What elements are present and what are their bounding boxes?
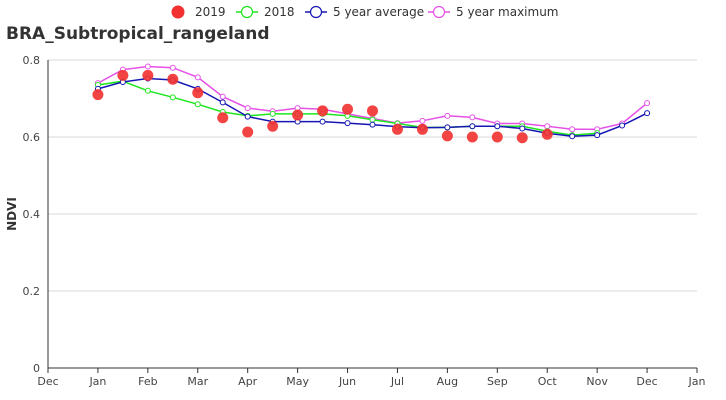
x-tick-label: Nov [586, 375, 608, 388]
scatter-point-2019 [541, 128, 553, 140]
x-tick-label: May [286, 375, 309, 388]
x-tick-label: Mar [187, 375, 208, 388]
data-point [644, 100, 651, 107]
scatter-point-2019 [217, 112, 229, 124]
legend-item[interactable]: 2018 [236, 5, 295, 19]
scatter-point-2019 [317, 105, 329, 117]
data-point [344, 120, 351, 127]
scatter-point-2019 [192, 87, 204, 99]
data-point [144, 87, 151, 94]
scatter-point-2019 [491, 131, 503, 143]
x-tick-label: Jan [688, 375, 706, 388]
x-tick-label: Aug [437, 375, 458, 388]
data-point [144, 63, 151, 70]
data-point [194, 101, 201, 108]
scatter-point-2019 [466, 131, 478, 143]
legend-marker [309, 5, 323, 19]
y-tick-label: 0.8 [23, 54, 41, 67]
data-point [194, 74, 201, 81]
legend-label: 2018 [264, 5, 295, 19]
scatter-point-2019 [117, 69, 129, 81]
data-point [594, 132, 601, 139]
scatter-point-2019 [242, 126, 254, 138]
data-point [269, 110, 276, 117]
y-tick-label: 0.6 [23, 131, 41, 144]
data-point [244, 105, 251, 112]
x-tick-label: Dec [37, 375, 58, 388]
scatter-point-2019 [142, 69, 154, 81]
data-point [544, 123, 551, 130]
data-point [369, 116, 376, 123]
data-point [444, 124, 451, 131]
data-point [569, 133, 576, 140]
data-point [444, 112, 451, 119]
scatter-point-2019 [516, 132, 528, 144]
scatter-point-2019 [92, 89, 104, 101]
data-point [619, 122, 626, 129]
legend-item[interactable]: 2019 [171, 5, 226, 19]
data-point [219, 99, 226, 106]
legend-item[interactable]: 5 year average [305, 5, 424, 19]
x-tick-label: Oct [538, 375, 558, 388]
data-point [419, 117, 426, 124]
y-tick-label: 0 [33, 362, 40, 375]
legend-marker [171, 5, 185, 19]
x-tick-label: Apr [238, 375, 258, 388]
legend-label: 5 year average [333, 5, 424, 19]
scatter-point-2019 [391, 123, 403, 135]
data-point [169, 64, 176, 71]
scatter-point-2019 [342, 103, 354, 115]
data-point [369, 121, 376, 128]
scatter-point-2019 [292, 109, 304, 121]
x-tick-label: Jul [390, 375, 404, 388]
data-point [494, 123, 501, 130]
x-tick-label: Feb [138, 375, 157, 388]
data-point [519, 125, 526, 132]
x-tick-label: Dec [636, 375, 657, 388]
data-point [169, 94, 176, 101]
scatter-point-2019 [367, 105, 378, 117]
data-point [644, 110, 651, 117]
data-point [569, 126, 576, 133]
x-tick-label: Jan [88, 375, 106, 388]
data-point [244, 113, 251, 120]
legend-label: 2019 [195, 5, 226, 19]
legend-label: 5 year maximum [456, 5, 559, 19]
y-tick-label: 0.4 [23, 208, 41, 221]
scatter-point-2019 [416, 123, 428, 135]
x-tick-label: Jun [338, 375, 356, 388]
legend-marker [240, 5, 254, 19]
data-point [319, 118, 326, 125]
scatter-point-2019 [441, 130, 453, 142]
data-point [469, 123, 476, 130]
legend-item[interactable]: 5 year maximum [428, 5, 559, 19]
legend-marker [432, 5, 446, 19]
data-point [469, 114, 476, 121]
chart-title: BRA_Subtropical_rangeland [6, 24, 270, 44]
y-axis-title: NDVI [5, 197, 19, 231]
data-point [219, 93, 226, 100]
x-tick-label: Sep [487, 375, 508, 388]
y-tick-label: 0.2 [23, 285, 41, 298]
scatter-point-2019 [267, 120, 279, 132]
scatter-point-2019 [167, 73, 179, 85]
